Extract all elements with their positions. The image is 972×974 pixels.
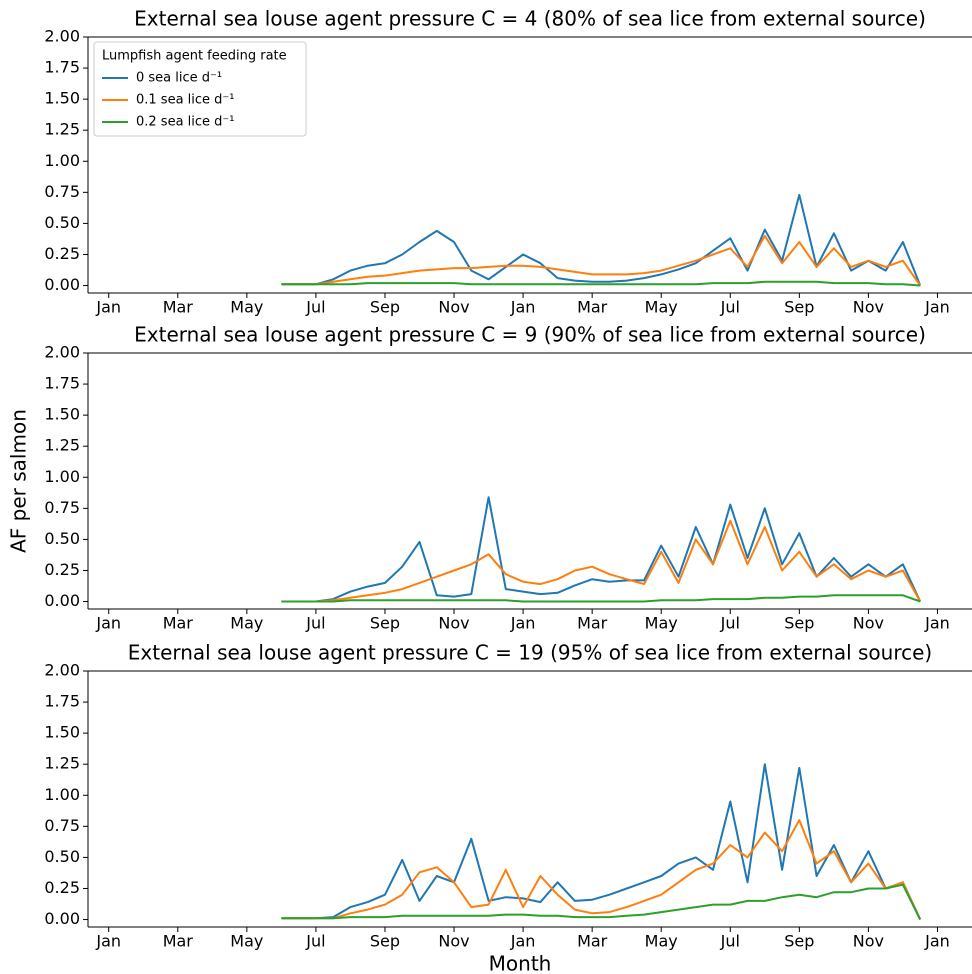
x-tick-label: Nov — [438, 932, 469, 951]
x-tick-label: Jan — [924, 932, 950, 951]
legend-label: 0.1 sea lice d⁻¹ — [136, 93, 235, 108]
x-tick-label: Sep — [784, 614, 814, 633]
x-tick-label: Jan — [510, 298, 536, 317]
x-tick-label: Jan — [95, 932, 121, 951]
legend-frame — [93, 41, 307, 137]
legend-title: Lumpfish agent feeding rate — [102, 49, 287, 64]
series-line — [281, 819, 922, 920]
legend-label: 0.2 sea lice d⁻¹ — [136, 115, 235, 130]
x-tick-label: Mar — [577, 932, 608, 951]
series-line — [281, 234, 922, 287]
x-tick-label: Jul — [305, 298, 325, 317]
x-tick-label: Jul — [720, 614, 740, 633]
y-tick-label: 0.75 — [44, 182, 80, 201]
x-tick-label: Jan — [95, 298, 121, 317]
y-tick-label: 0.75 — [44, 498, 80, 517]
y-tick-label: 1.75 — [44, 692, 80, 711]
x-tick-label: Jul — [305, 932, 325, 951]
x-tick-label: May — [645, 614, 678, 633]
x-tick-label: Nov — [438, 298, 469, 317]
y-tick-label: 0.25 — [44, 244, 80, 263]
x-tick-label: Nov — [853, 614, 884, 633]
x-tick-label: Mar — [163, 298, 194, 317]
x-tick-label: Jul — [305, 614, 325, 633]
y-tick-label: 1.50 — [44, 405, 80, 424]
x-tick-label: Jan — [510, 932, 536, 951]
x-tick-label: Jan — [95, 614, 121, 633]
x-tick-label: Mar — [577, 614, 608, 633]
x-tick-label: May — [230, 298, 263, 317]
series-line — [281, 280, 921, 287]
x-tick-label: Jul — [720, 932, 740, 951]
y-tick-label: 0.75 — [44, 816, 80, 835]
y-tick-label: 1.50 — [44, 89, 80, 108]
x-tick-label: Jan — [924, 614, 950, 633]
series-line — [281, 594, 921, 603]
y-tick-label: 0.00 — [44, 909, 80, 928]
x-tick-label: Nov — [438, 614, 469, 633]
y-tick-label: 0.25 — [44, 878, 80, 897]
x-tick-label: May — [230, 614, 263, 633]
x-tick-label: Sep — [370, 614, 400, 633]
y-tick-label: 1.00 — [44, 785, 80, 804]
x-tick-label: May — [230, 932, 263, 951]
panel: External sea louse agent pressure C = 9 … — [7, 323, 972, 633]
x-tick-label: Jan — [510, 614, 536, 633]
x-tick-label: Mar — [163, 614, 194, 633]
series-line — [281, 519, 922, 603]
y-tick-label: 0.50 — [44, 213, 80, 232]
x-tick-label: Nov — [853, 298, 884, 317]
x-tick-label: Sep — [784, 298, 814, 317]
x-tick-label: Jul — [720, 298, 740, 317]
legend-label: 0 sea lice d⁻¹ — [136, 71, 222, 86]
legend: Lumpfish agent feeding rate 0 sea lice d⁻… — [93, 41, 307, 137]
series-line — [281, 883, 922, 920]
x-tick-label: Jan — [924, 298, 950, 317]
y-axis-label: AF per salmon — [7, 409, 31, 553]
panel: External sea louse agent pressure C = 19… — [44, 641, 972, 974]
panel: External sea louse agent pressure C = 4 … — [44, 7, 972, 317]
series-line — [281, 763, 922, 920]
y-tick-label: 2.00 — [44, 661, 80, 680]
series-line — [281, 193, 922, 286]
x-tick-label: Sep — [784, 932, 814, 951]
panel-title: External sea louse agent pressure C = 19… — [128, 641, 932, 665]
y-tick-label: 0.00 — [44, 275, 80, 294]
y-tick-label: 1.50 — [44, 723, 80, 742]
y-tick-label: 1.75 — [44, 58, 80, 77]
y-tick-label: 2.00 — [44, 27, 80, 46]
x-tick-label: May — [645, 298, 678, 317]
x-axis-label: Month — [489, 952, 552, 974]
y-tick-label: 1.25 — [44, 754, 80, 773]
x-tick-label: Mar — [163, 932, 194, 951]
x-tick-label: Sep — [370, 932, 400, 951]
panel-title: External sea louse agent pressure C = 4 … — [134, 7, 926, 31]
panel-title: External sea louse agent pressure C = 9 … — [134, 323, 926, 347]
y-tick-label: 0.50 — [44, 529, 80, 548]
x-tick-label: Mar — [577, 298, 608, 317]
x-tick-label: May — [645, 932, 678, 951]
y-tick-label: 0.00 — [44, 591, 80, 610]
y-tick-label: 1.00 — [44, 151, 80, 170]
y-tick-label: 1.00 — [44, 467, 80, 486]
y-tick-label: 1.25 — [44, 120, 80, 139]
y-tick-label: 2.00 — [44, 343, 80, 362]
x-tick-label: Nov — [853, 932, 884, 951]
x-tick-label: Sep — [370, 298, 400, 317]
series-line — [281, 496, 922, 603]
y-tick-label: 1.25 — [44, 436, 80, 455]
y-tick-label: 0.25 — [44, 560, 80, 579]
y-tick-label: 0.50 — [44, 847, 80, 866]
y-tick-label: 1.75 — [44, 374, 80, 393]
